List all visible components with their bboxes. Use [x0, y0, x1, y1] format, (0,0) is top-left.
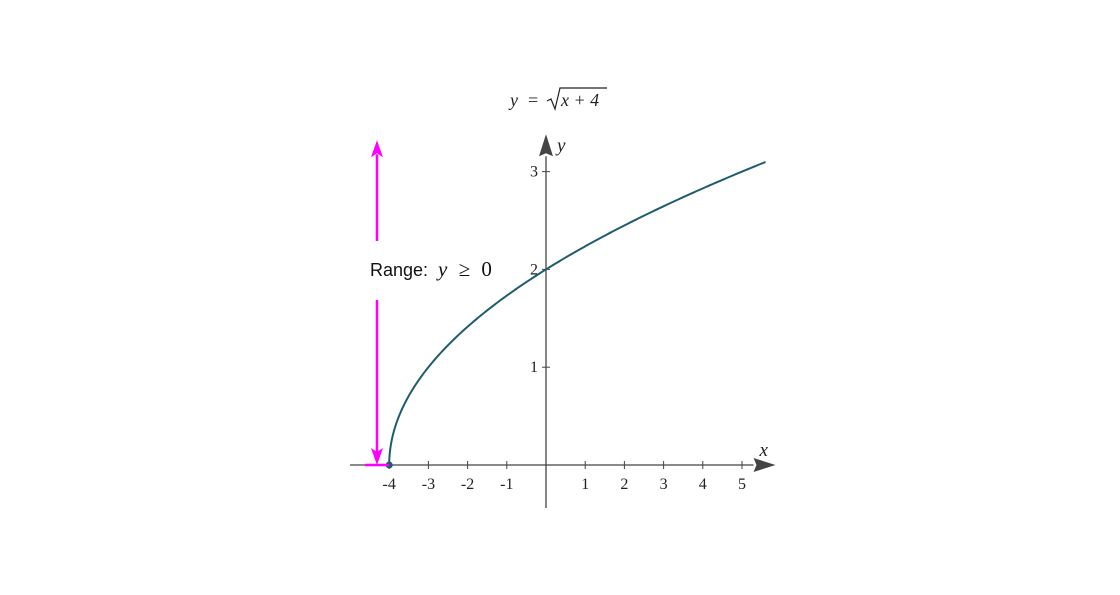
range-arrow-down-head: [371, 448, 383, 465]
axes: xy: [350, 134, 776, 509]
y-axis-label: y: [555, 135, 566, 156]
x-tick-label: -1: [500, 476, 513, 493]
x-tick-label: 3: [660, 476, 668, 493]
ticks: -4 -3 -2 -1 1 2 3 4 5 1 2 3: [383, 164, 746, 493]
chart-title: y = x + 4: [508, 87, 607, 111]
x-tick-label: 4: [699, 476, 707, 493]
y-axis-arrowhead: [539, 134, 553, 157]
x-axis-arrowhead: [753, 458, 776, 472]
x-tick-label: 1: [581, 476, 589, 493]
title-radical-sign: [546, 87, 607, 111]
x-tick-label: 5: [738, 476, 746, 493]
curve: [385, 161, 766, 469]
x-axis-label: x: [759, 440, 769, 461]
title-equals: =: [528, 90, 538, 110]
y-tick-label: 2: [530, 261, 538, 278]
title-radicand: x + 4: [560, 90, 599, 110]
x-tick-label: -2: [461, 476, 474, 493]
range-label: Range:: [370, 260, 428, 280]
curve-sqrt-x-plus-4: [388, 161, 766, 465]
y-tick-label: 3: [530, 164, 538, 181]
x-tick-label: -4: [383, 476, 396, 493]
range-math: y ≥ 0: [436, 257, 492, 281]
x-tick-label: -3: [422, 476, 435, 493]
y-tick-label: 1: [530, 359, 538, 376]
x-tick-label: 2: [620, 476, 628, 493]
range-arrow-up-head: [371, 140, 383, 158]
range-annotation: Range: y ≥ 0: [365, 140, 492, 467]
title-lhs: y: [508, 90, 518, 110]
